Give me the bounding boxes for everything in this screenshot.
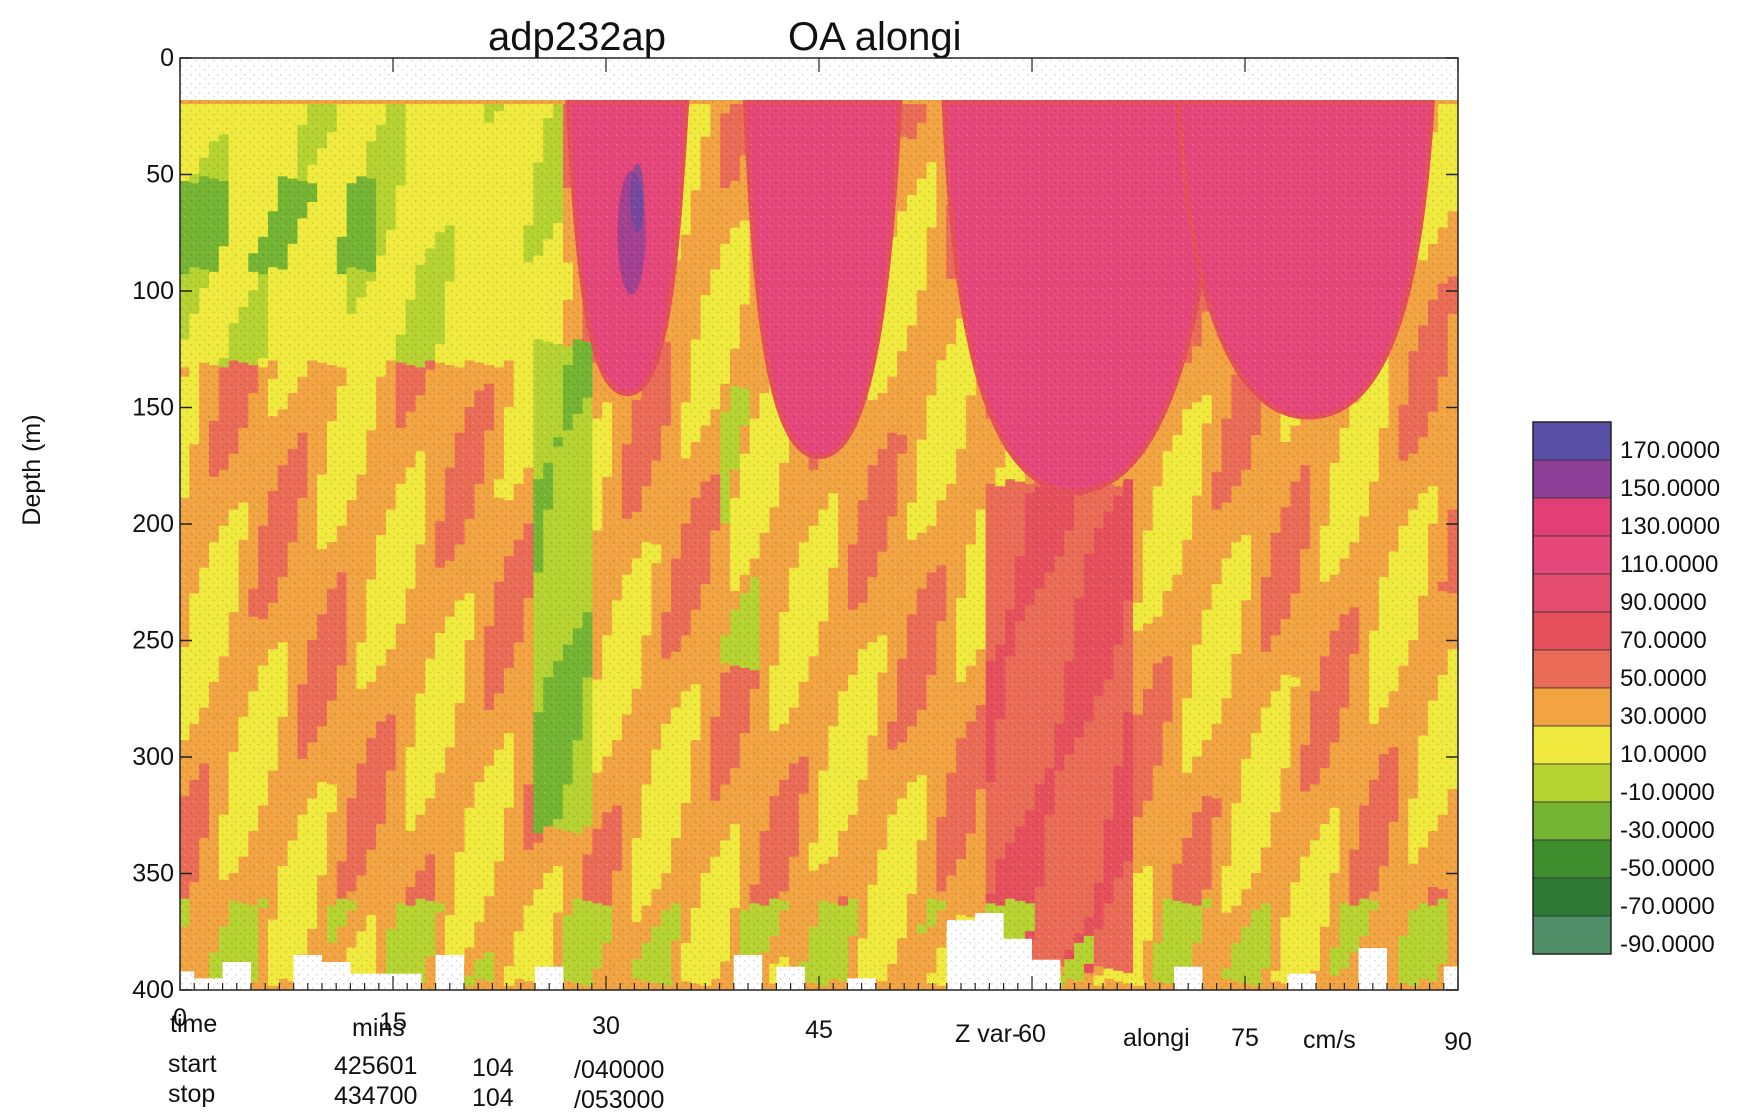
chart-title: adp232ap [488, 15, 666, 59]
y-axis-label: Depth (m) [18, 414, 46, 525]
chart-subtitle: OA alongi [788, 15, 961, 59]
